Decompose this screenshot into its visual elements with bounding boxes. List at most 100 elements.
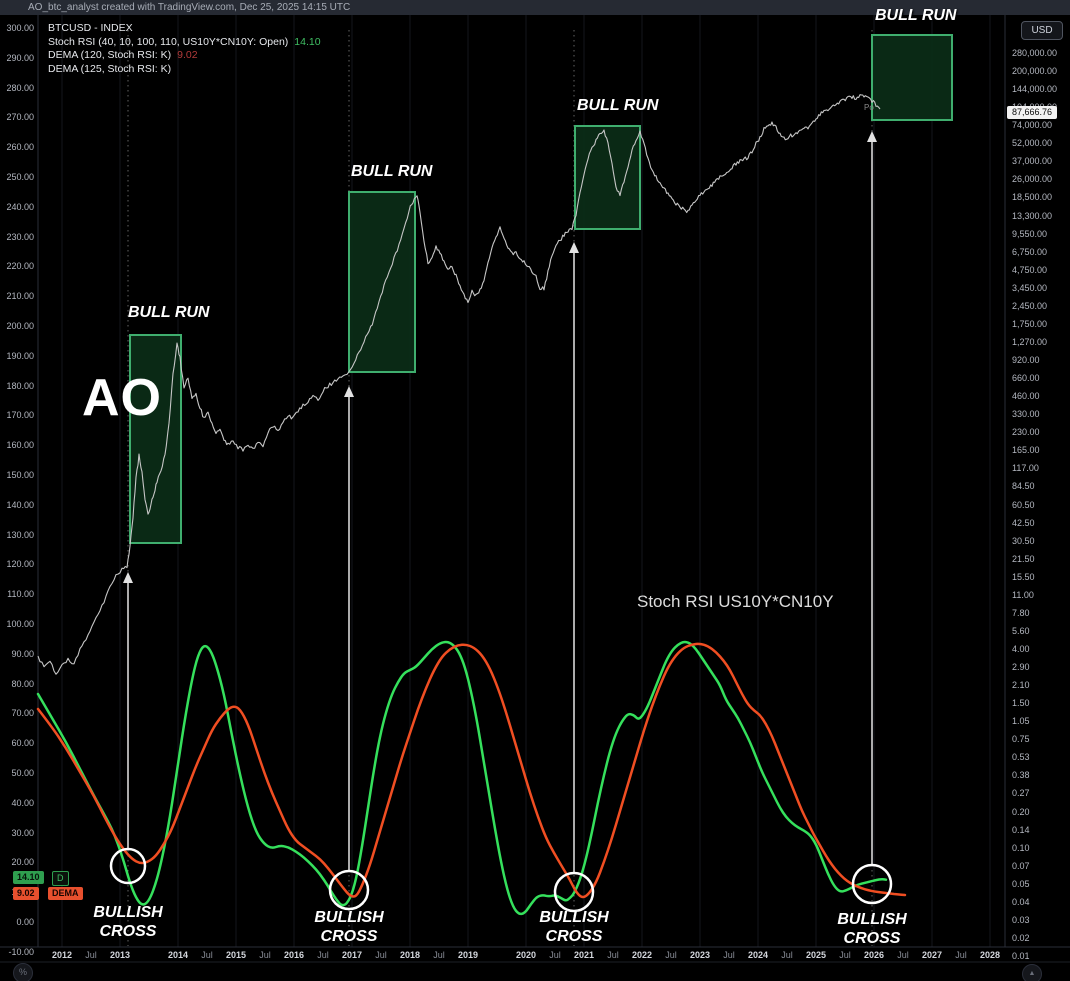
legend-stoch-label: Stoch RSI (40, 10, 100, 110, US10Y*CN10Y… (48, 35, 289, 48)
time-axis-label: 2012 (51, 950, 73, 960)
time-axis-label: 2022 (631, 950, 653, 960)
bull-run-label: BULL RUN (128, 304, 210, 321)
right-axis-label: 0.75 (1012, 734, 1030, 745)
right-axis-label: 117.00 (1012, 463, 1039, 474)
time-axis-label: Jul (259, 950, 271, 960)
left-axis-label: 270.00 (6, 112, 34, 123)
time-axis-label: 2019 (457, 950, 479, 960)
right-axis-label: 0.05 (1012, 878, 1030, 889)
time-axis-label: 2021 (573, 950, 595, 960)
right-axis-label: 0.07 (1012, 860, 1030, 871)
right-axis-label: 0.38 (1012, 770, 1030, 781)
left-axis-label: 100.00 (6, 619, 34, 629)
right-axis-label: 74,000.00 (1012, 120, 1053, 131)
left-axis-label: 90.00 (11, 648, 34, 659)
right-axis-label: 4.00 (1012, 643, 1030, 654)
right-axis-label: 660.00 (1012, 373, 1040, 384)
auto-scale-button[interactable]: ▲ (1022, 964, 1042, 981)
right-axis-label: 7.80 (1012, 607, 1030, 618)
right-axis-label: 2.10 (1012, 680, 1030, 691)
right-axis-label: 0.27 (1012, 788, 1030, 799)
attribution-bar: AO_btc_analyst created with TradingView.… (0, 0, 1070, 15)
right-axis-label: 0.10 (1012, 842, 1030, 853)
left-axis-label: 250.00 (6, 172, 34, 182)
left-axis-label: 290.00 (6, 52, 34, 63)
bullish-cross-label: BULLISH CROSS (539, 909, 609, 945)
left-axis-label: 160.00 (6, 440, 34, 451)
bull-run-label: BULL RUN (577, 97, 659, 114)
left-axis-label: 140.00 (6, 499, 34, 510)
time-axis-label: 2024 (747, 950, 769, 960)
time-axis-label: 2028 (979, 950, 1001, 960)
right-axis-label: 2.90 (1012, 662, 1030, 673)
right-axis-label: 3,450.00 (1012, 282, 1048, 293)
legend-dema120[interactable]: DEMA (120, Stoch RSI: K) 9.02 (48, 49, 321, 63)
legend: BTCUSD - INDEX Stoch RSI (40, 10, 100, 1… (48, 22, 321, 76)
left-axis-label: 240.00 (6, 201, 34, 212)
time-axis-label: Jul (955, 950, 967, 960)
left-axis-label: 20.00 (11, 857, 34, 868)
legend-dema125[interactable]: DEMA (125, Stoch RSI: K) (48, 63, 321, 77)
author-watermark: AO (82, 369, 162, 427)
left-axis-label: 180.00 (6, 380, 34, 391)
right-axis-label: 4,750.00 (1012, 264, 1048, 275)
price-line-end-marker: Po (864, 103, 874, 112)
left-axis-label: 80.00 (11, 678, 34, 689)
right-axis-label: 1,270.00 (1012, 336, 1048, 347)
time-axis-label: 2020 (515, 950, 537, 960)
right-axis-label: 165.00 (1012, 445, 1040, 456)
right-axis-label: 26,000.00 (1012, 174, 1053, 185)
time-axis-label: Jul (897, 950, 909, 960)
right-axis-label: 0.20 (1012, 806, 1030, 817)
stoch-k-value-badge: 14.10 (13, 871, 44, 884)
left-axis-label: 150.00 (6, 470, 34, 480)
time-axis-label: 2027 (921, 950, 943, 960)
left-axis-label: 120.00 (6, 559, 34, 570)
left-axis-label: 0.00 (16, 917, 34, 927)
time-axis-label: 2014 (167, 950, 189, 960)
time-axis-label: Jul (85, 950, 97, 960)
left-axis-label: 230.00 (6, 231, 34, 242)
right-axis-label: 18,500.00 (1012, 192, 1053, 203)
right-axis-label: 84.50 (1012, 481, 1035, 492)
time-axis-label: Jul (607, 950, 619, 960)
right-axis-label: 1,750.00 (1012, 318, 1048, 329)
time-axis-label: 2023 (689, 950, 711, 960)
legend-symbol[interactable]: BTCUSD - INDEX (48, 22, 133, 34)
right-axis-label: 42.50 (1012, 517, 1035, 528)
left-axis-label: 210.00 (6, 291, 34, 302)
right-axis-label: 1.50 (1012, 698, 1030, 709)
right-axis-label: 5.60 (1012, 625, 1030, 636)
scale-mode-button[interactable]: % (13, 963, 33, 981)
dema-name-badge: DEMA (48, 887, 83, 900)
right-axis-label: 13,300.00 (1012, 210, 1053, 221)
bull-run-label: BULL RUN (351, 163, 433, 180)
right-axis-label: 200,000.00 (1012, 66, 1058, 77)
left-axis-label: 60.00 (11, 738, 34, 749)
last-price-tag: 87,666.76 (1007, 106, 1058, 119)
time-axis-label: 2016 (283, 950, 305, 960)
left-axis-label: 200.00 (6, 321, 34, 331)
right-axis-label: 0.04 (1012, 896, 1030, 907)
right-axis-label: 460.00 (1012, 391, 1040, 402)
time-axis-label: 2026 (863, 950, 885, 960)
right-axis-label: 0.14 (1012, 824, 1030, 835)
oscillator-line-Stoch RSI K (36, 640, 888, 916)
time-axis-label: Jul (201, 950, 213, 960)
left-axis-label: 130.00 (6, 529, 34, 540)
currency-toggle-button[interactable]: USD (1021, 21, 1063, 40)
dema-value-badge: 9.02 (13, 887, 39, 900)
right-axis-label: 6,750.00 (1012, 246, 1048, 257)
left-axis-label: 110.00 (7, 589, 34, 600)
right-axis-label: 9,550.00 (1012, 228, 1048, 239)
time-axis-label: Jul (317, 950, 329, 960)
left-axis-label: 70.00 (11, 708, 34, 719)
price-line-BTCUSD (37, 94, 881, 675)
right-axis-label: 330.00 (1012, 409, 1040, 420)
left-axis-label: 40.00 (11, 797, 34, 808)
time-axis-label: Jul (549, 950, 561, 960)
legend-stoch-rsi[interactable]: Stoch RSI (40, 10, 100, 110, US10Y*CN10Y… (48, 36, 321, 50)
oscillator-line-DEMA Stoch RSI (36, 642, 907, 899)
